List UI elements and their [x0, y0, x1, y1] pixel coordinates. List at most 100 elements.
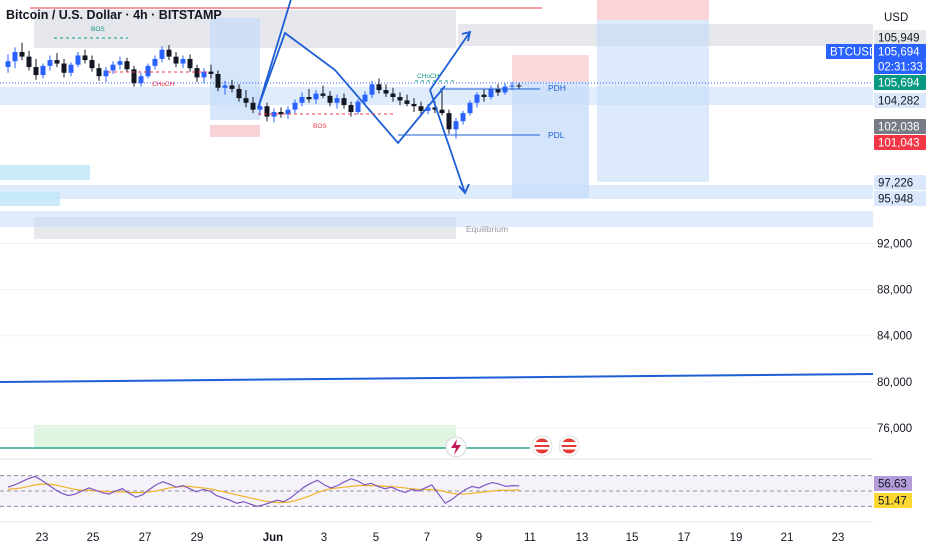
range-high-tag[interactable]: 105,949: [878, 33, 920, 45]
x-tick-label[interactable]: 19: [730, 532, 743, 544]
candle-body: [54, 60, 60, 64]
candle-body: [12, 52, 18, 62]
rsi-value-tag[interactable]: 56.63: [878, 479, 907, 491]
x-tick-label[interactable]: 9: [476, 532, 482, 544]
close-price-tag-bg[interactable]: [874, 75, 926, 90]
level-tag-light-bg[interactable]: [874, 175, 926, 190]
candle-body: [299, 96, 305, 103]
rsi-line: [7, 475, 520, 507]
candle-body: [208, 71, 214, 74]
rsi-value-tag-bg[interactable]: [874, 476, 912, 491]
candles-layer: [5, 42, 522, 139]
projection-up-line: [257, 0, 292, 109]
candle-body: [390, 93, 396, 97]
level-tag-light[interactable]: 104,282: [878, 96, 920, 108]
x-tick-label[interactable]: 5: [373, 532, 379, 544]
x-tick-label[interactable]: 11: [524, 532, 536, 544]
candle-body: [131, 69, 137, 84]
level-tag-light[interactable]: 95,948: [878, 194, 913, 206]
level-tag-gray[interactable]: 102,038: [878, 122, 920, 134]
x-tick-label[interactable]: 27: [139, 532, 152, 544]
candle-body: [320, 93, 326, 96]
level-tag-light-bg[interactable]: [874, 191, 926, 206]
candle-body: [68, 64, 74, 73]
candle-body: [194, 68, 200, 78]
price-axis[interactable]: 76,000 80,000 84,000 88,000 92,000 105,949BTC…: [826, 30, 926, 435]
candle-body: [467, 102, 473, 114]
y-tick-label: 76,000: [877, 423, 912, 435]
x-tick-label[interactable]: 7: [424, 532, 430, 544]
symbol-tag[interactable]: BTCUSD: [830, 47, 877, 59]
candle-body: [229, 85, 235, 89]
candle-body: [432, 107, 438, 110]
countdown-tag-bg[interactable]: [874, 59, 926, 74]
candle-body: [159, 49, 165, 59]
rsi-ma-tag[interactable]: 51.47: [878, 496, 907, 508]
annotations-layer: BOS CHoCH BOS CHoCH PDH PDL Equilibrium: [54, 26, 566, 234]
candle-body: [397, 96, 403, 101]
zigzag-path: [257, 31, 446, 145]
level-tag-red[interactable]: 101,043: [878, 138, 920, 150]
candle-body: [19, 52, 25, 57]
candle-body: [82, 55, 88, 61]
zone-box: [0, 185, 873, 199]
x-tick-label[interactable]: 13: [576, 532, 589, 544]
y-tick-label: 88,000: [877, 285, 912, 297]
last-price-tag-bg[interactable]: [874, 44, 926, 59]
level-tag-red-bg[interactable]: [874, 135, 926, 150]
candle-body: [383, 90, 389, 94]
x-tick-label[interactable]: 15: [626, 532, 639, 544]
lightning-icon: [451, 439, 461, 455]
level-tag-gray-bg[interactable]: [874, 119, 926, 134]
bos-label-bottom: BOS: [313, 123, 327, 130]
candle-body: [257, 106, 263, 110]
candle-body: [61, 63, 67, 73]
candle-body: [89, 60, 95, 69]
candle-body: [117, 61, 123, 65]
countdown-tag[interactable]: 02:31:33: [878, 62, 923, 74]
level-tag-light[interactable]: 97,226: [878, 178, 913, 190]
candle-body: [446, 113, 452, 130]
candle-body: [250, 102, 256, 110]
x-tick-label[interactable]: 3: [321, 532, 327, 544]
pdl-label: PDL: [548, 130, 565, 140]
x-tick-label[interactable]: Jun: [263, 532, 283, 544]
candle-body: [425, 107, 431, 111]
candle-body: [201, 71, 207, 78]
x-tick-label[interactable]: 17: [678, 532, 691, 544]
level-tag-light-bg[interactable]: [874, 93, 926, 108]
candle-body: [103, 70, 109, 77]
x-tick-label[interactable]: 21: [781, 532, 794, 544]
candle-body: [124, 61, 130, 70]
y-tick-label: 80,000: [877, 377, 912, 389]
currency-label[interactable]: USD: [884, 12, 908, 24]
candle-body: [509, 85, 515, 87]
candle-body: [33, 67, 39, 76]
x-tick-label[interactable]: 23: [832, 532, 845, 544]
grid-layer: [0, 242, 873, 429]
x-tick-label[interactable]: 29: [191, 532, 204, 544]
last-price-tag[interactable]: 105,694: [878, 47, 920, 59]
candle-body: [404, 100, 410, 104]
x-tick-label[interactable]: 25: [87, 532, 100, 544]
range-high-tag-bg[interactable]: [874, 30, 926, 45]
candle-body: [47, 60, 53, 66]
rsi-ma-line: [7, 483, 520, 504]
x-tick-label[interactable]: 23: [36, 532, 49, 544]
us-flag-stripe: [561, 447, 577, 450]
candle-body: [110, 64, 116, 71]
rsi-ma-tag-bg[interactable]: [874, 493, 912, 508]
candle-body: [236, 88, 242, 99]
candle-body: [362, 94, 368, 102]
candle-body: [488, 88, 494, 97]
us-flag-icon: [534, 438, 550, 454]
us-flag-stripe: [561, 442, 577, 445]
lines-layer: [0, 7, 874, 449]
candle-body: [5, 61, 11, 68]
close-price-tag[interactable]: 105,694: [878, 78, 920, 90]
time-axis[interactable]: 23 25 27 29 Jun 3 5 7 9 11 13 15 17 19 21 23: [0, 521, 873, 544]
symbol-tag-bg[interactable]: [826, 44, 872, 59]
arrowhead-up: [461, 30, 472, 42]
